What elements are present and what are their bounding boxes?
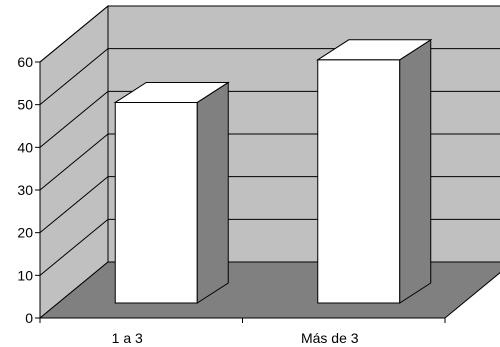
gridline — [39, 5, 500, 63]
y-tick-label: 10 — [17, 267, 33, 283]
bar-front-face — [317, 59, 401, 304]
y-tick-label: 60 — [17, 54, 33, 70]
bar-side-face — [196, 81, 229, 304]
x-category-label: 1 a 3 — [112, 330, 143, 346]
y-tick-label: 40 — [17, 139, 33, 155]
bar-top-face — [113, 81, 230, 103]
bar-1 — [113, 81, 230, 304]
bar-front-face — [114, 101, 198, 304]
y-axis-tick-labels: 0 10 20 30 40 50 60 — [17, 54, 33, 326]
bar-top-face — [316, 39, 433, 61]
bar-2 — [316, 38, 433, 304]
y-tick-label: 30 — [17, 182, 33, 198]
x-axis-category-labels: 1 a 3 Más de 3 — [112, 330, 359, 346]
chart-bars — [113, 38, 433, 304]
y-tick-label: 0 — [25, 310, 33, 326]
x-category-label: Más de 3 — [301, 330, 359, 346]
y-tick-label: 20 — [17, 225, 33, 241]
bar-side-face — [399, 38, 432, 304]
y-tick-label: 50 — [17, 97, 33, 113]
chart-axes — [35, 61, 446, 323]
